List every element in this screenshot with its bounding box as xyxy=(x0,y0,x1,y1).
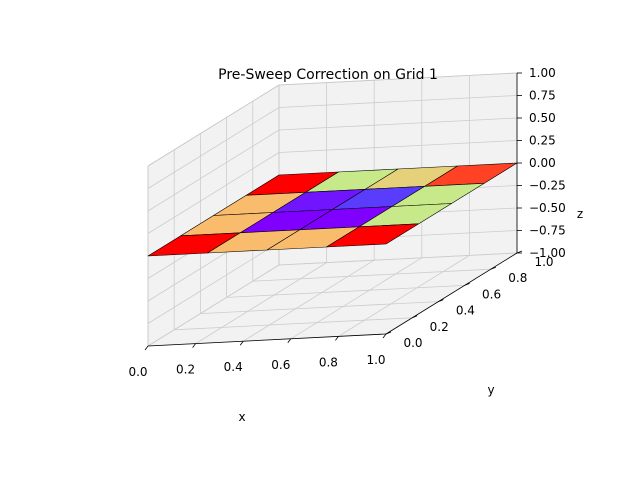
grid-line xyxy=(278,140,518,153)
y-tick-label: 1.0 xyxy=(534,255,553,269)
z-tick-label: 1.00 xyxy=(529,66,556,80)
z-tick-label: −0.25 xyxy=(529,179,566,193)
grid-line xyxy=(174,317,413,331)
z-tick-label: 0.50 xyxy=(529,111,556,125)
grid-line xyxy=(242,259,375,342)
y-tick-mark xyxy=(438,299,444,302)
grid-line xyxy=(195,262,327,344)
y-tick-mark xyxy=(385,331,392,335)
grid-line xyxy=(147,264,280,347)
y-tick-label: 0.6 xyxy=(482,287,501,301)
x-tick-label: 0.0 xyxy=(128,365,147,379)
y-axis-line xyxy=(385,252,518,335)
pane-edge xyxy=(147,84,280,167)
x-tick-mark xyxy=(287,338,292,344)
grid-line xyxy=(338,255,470,337)
x-tick-mark xyxy=(382,333,387,339)
x-tick-mark xyxy=(335,336,339,341)
grid-line xyxy=(278,95,518,108)
y-tick-label: 0.4 xyxy=(456,304,475,318)
x-tick-label: 1.0 xyxy=(366,353,385,367)
z-tick-label: −1.00 xyxy=(529,246,566,260)
x-tick-label: 0.2 xyxy=(176,363,195,377)
tick-marks: 0.0 0.2 0.4 0.6 0.8 1.00.00.20.40.60.81.0−1.0… xyxy=(128,66,565,379)
y-tick-label: 0.8 xyxy=(508,271,527,285)
x-tick-label: 0.4 xyxy=(224,360,243,374)
grid-line xyxy=(226,285,465,298)
chart-title: Pre-Sweep Correction on Grid 1 xyxy=(218,67,438,83)
y-tick-mark xyxy=(490,266,496,270)
z-axis-label: z xyxy=(577,207,583,221)
y-tick-label: 0.2 xyxy=(430,320,449,334)
z-tick-label: −0.75 xyxy=(529,224,566,238)
grid-line xyxy=(278,117,518,131)
floor-pane xyxy=(148,253,517,346)
x-tick-mark xyxy=(192,343,196,348)
surface-cells xyxy=(147,162,518,257)
y-tick-label: 0.0 xyxy=(403,336,422,350)
grid-line xyxy=(200,301,439,314)
grid-line xyxy=(278,252,518,266)
surface-cell xyxy=(326,223,420,248)
z-tick-label: −0.50 xyxy=(529,201,566,215)
grid-line xyxy=(147,242,280,324)
x-tick-mark xyxy=(144,345,149,351)
z-tick-label: 0.00 xyxy=(529,156,556,170)
x-tick-label: 0.8 xyxy=(319,355,338,369)
grid-line xyxy=(147,152,280,234)
x-axis-label: x xyxy=(238,410,245,424)
grid-line xyxy=(147,107,280,189)
grid-line xyxy=(147,129,280,212)
z-tick-label: 0.75 xyxy=(529,89,556,103)
y-tick-mark xyxy=(412,315,418,319)
grid-line xyxy=(252,268,491,282)
x-axis-line xyxy=(147,333,387,347)
y-axis-label: y xyxy=(487,383,494,397)
z-tick-label: 0.25 xyxy=(529,134,556,148)
y-tick-mark xyxy=(464,283,470,286)
grid-line xyxy=(290,257,423,340)
pane-edge xyxy=(278,72,518,86)
x-tick-label: 0.6 xyxy=(271,358,290,372)
x-tick-mark xyxy=(239,340,244,346)
